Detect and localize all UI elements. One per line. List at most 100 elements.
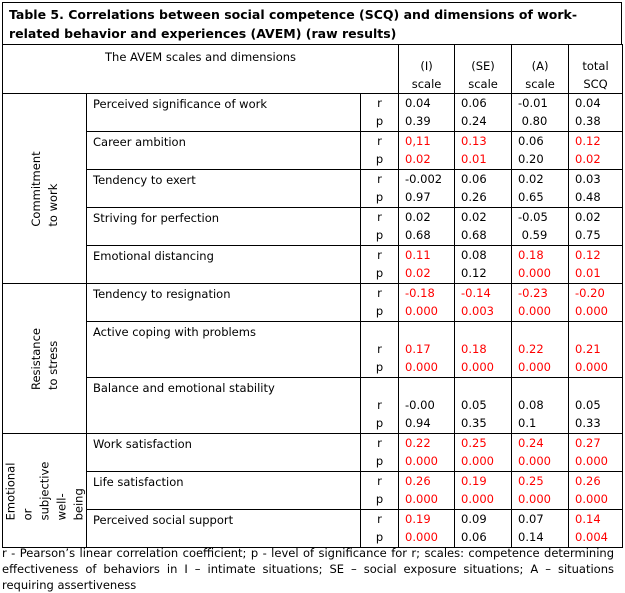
r-value: -0.002 bbox=[405, 172, 443, 186]
r-value: 0.08 bbox=[518, 398, 544, 412]
r-value: 0.02 bbox=[575, 210, 601, 224]
r-value: 0.13 bbox=[461, 134, 487, 148]
p-value: 0.000 bbox=[405, 530, 438, 544]
table-row: Life satisfaction r p 0.26 0.000 0.19 0.000 0.2… bbox=[3, 471, 624, 510]
group-label: Commitment to work bbox=[28, 150, 60, 227]
group-cell: Commitment to work bbox=[2, 93, 87, 284]
r-value: 0.25 bbox=[461, 436, 487, 450]
dimension-header: The AVEM scales and dimensions bbox=[1, 44, 400, 94]
p-value: 0.000 bbox=[518, 454, 551, 468]
value-cell: 0.04 0.39 bbox=[398, 93, 456, 132]
r-value: 0.19 bbox=[405, 512, 431, 526]
p-value: 0.48 bbox=[575, 190, 601, 204]
table-row: Resistance to stress Tendency to resignat… bbox=[2, 283, 624, 434]
table-row: Striving for perfection r p 0.02 0.68 0.02 0.6… bbox=[3, 207, 624, 246]
dimension-name: Striving for perfection bbox=[86, 207, 361, 246]
r-value: 0.12 bbox=[575, 134, 601, 148]
r-value: -0.00 bbox=[405, 398, 435, 412]
value-cell: 0.19 0.000 bbox=[454, 471, 513, 510]
p-value: 0.000 bbox=[518, 360, 551, 374]
value-cell: 0.08 0.12 bbox=[454, 245, 513, 284]
p-value: 0.68 bbox=[405, 228, 431, 242]
value-cell: -0.23 0.000 bbox=[511, 283, 570, 322]
group-label: Resistance to stress bbox=[28, 327, 60, 390]
p-value: 0.06 bbox=[461, 530, 487, 544]
p-value: 0.000 bbox=[518, 266, 551, 280]
value-cell: 0.02 0.68 bbox=[454, 207, 513, 246]
r-value: 0.26 bbox=[575, 474, 601, 488]
group-cell: Resistance to stress bbox=[2, 283, 87, 434]
value-cell: 0.14 0.004 bbox=[568, 509, 624, 548]
value-cell: 0.12 0.02 bbox=[568, 131, 624, 170]
p-label: p bbox=[375, 190, 384, 204]
p-value: 0.000 bbox=[575, 304, 608, 318]
value-cell: 0.27 0.000 bbox=[568, 433, 624, 472]
r-label: r bbox=[377, 96, 382, 110]
value-cell: 0.06 0.24 bbox=[454, 93, 513, 132]
group-label: Emotional or subjective well- being bbox=[3, 461, 85, 520]
r-value: -0.01 bbox=[518, 96, 548, 110]
value-cell: 0.22 0.000 bbox=[511, 321, 570, 378]
r-value: 0.06 bbox=[518, 134, 544, 148]
r-label: r bbox=[377, 210, 382, 224]
p-value: 0.02 bbox=[405, 266, 431, 280]
dimension-name: Balance and emotional stability bbox=[86, 377, 361, 434]
p-value: 0.000 bbox=[461, 360, 494, 374]
p-value: 0.000 bbox=[461, 454, 494, 468]
dimension-name: Career ambition bbox=[86, 131, 361, 170]
p-value: 0.000 bbox=[575, 360, 608, 374]
value-cell: 0.11 0.02 bbox=[398, 245, 456, 284]
r-value: 0.21 bbox=[575, 342, 601, 356]
r-value: -0.23 bbox=[518, 286, 548, 300]
table-row: Emotional or subjective well- being Work … bbox=[2, 433, 624, 548]
p-label: p bbox=[375, 228, 384, 242]
p-label: p bbox=[375, 304, 384, 318]
value-cell: -0.01 0.80 bbox=[511, 93, 570, 132]
value-cell: 0.06 0.20 bbox=[511, 131, 570, 170]
r-value: 0.08 bbox=[461, 248, 487, 262]
p-value: 0.01 bbox=[575, 266, 601, 280]
header-row: The AVEM scales and dimensions (I) scale… bbox=[1, 44, 624, 94]
r-label: r bbox=[377, 398, 382, 412]
column-header-a: (A) scale bbox=[511, 44, 570, 94]
dimension-name: Tendency to exert bbox=[86, 169, 361, 208]
table-row: Career ambition r p 0,11 0.02 0.13 0.01 0.06 0.2… bbox=[3, 131, 624, 170]
value-cell: 0.22 0.000 bbox=[398, 433, 456, 472]
table-title: Table 5. Correlations between social com… bbox=[2, 2, 622, 44]
p-value: 0.24 bbox=[461, 114, 487, 128]
p-value: 0.000 bbox=[405, 304, 438, 318]
p-value: 0.75 bbox=[575, 228, 601, 242]
value-cell: 0.05 0.33 bbox=[568, 377, 624, 434]
p-label: p bbox=[375, 266, 384, 280]
value-cell: -0.002 0.97 bbox=[398, 169, 456, 208]
r-value: -0.20 bbox=[575, 286, 605, 300]
r-value: 0.24 bbox=[518, 436, 544, 450]
value-cell: 0.21 0.000 bbox=[568, 321, 624, 378]
value-cell: 0.07 0.14 bbox=[511, 509, 570, 548]
value-cell: 0.26 0.000 bbox=[568, 471, 624, 510]
footnote: r - Pearson’s linear correlation coeffic… bbox=[2, 546, 614, 592]
value-cell: 0.06 0.26 bbox=[454, 169, 513, 208]
r-label: r bbox=[377, 342, 382, 356]
r-label: r bbox=[377, 286, 382, 300]
p-value: 0.02 bbox=[405, 152, 431, 166]
r-value: -0.18 bbox=[405, 286, 435, 300]
p-label: p bbox=[375, 416, 384, 430]
r-value: 0.05 bbox=[575, 398, 601, 412]
p-value: 0.59 bbox=[518, 228, 548, 242]
value-cell: 0.18 0.000 bbox=[511, 245, 570, 284]
dimension-name: Perceived social support bbox=[86, 509, 361, 548]
dimension-name: Life satisfaction bbox=[86, 471, 361, 510]
p-label: p bbox=[375, 360, 384, 374]
r-label: r bbox=[377, 134, 382, 148]
dimension-name: Active coping with problems bbox=[86, 321, 361, 378]
p-value: 0.35 bbox=[461, 416, 487, 430]
value-cell: 0.12 0.01 bbox=[568, 245, 624, 284]
